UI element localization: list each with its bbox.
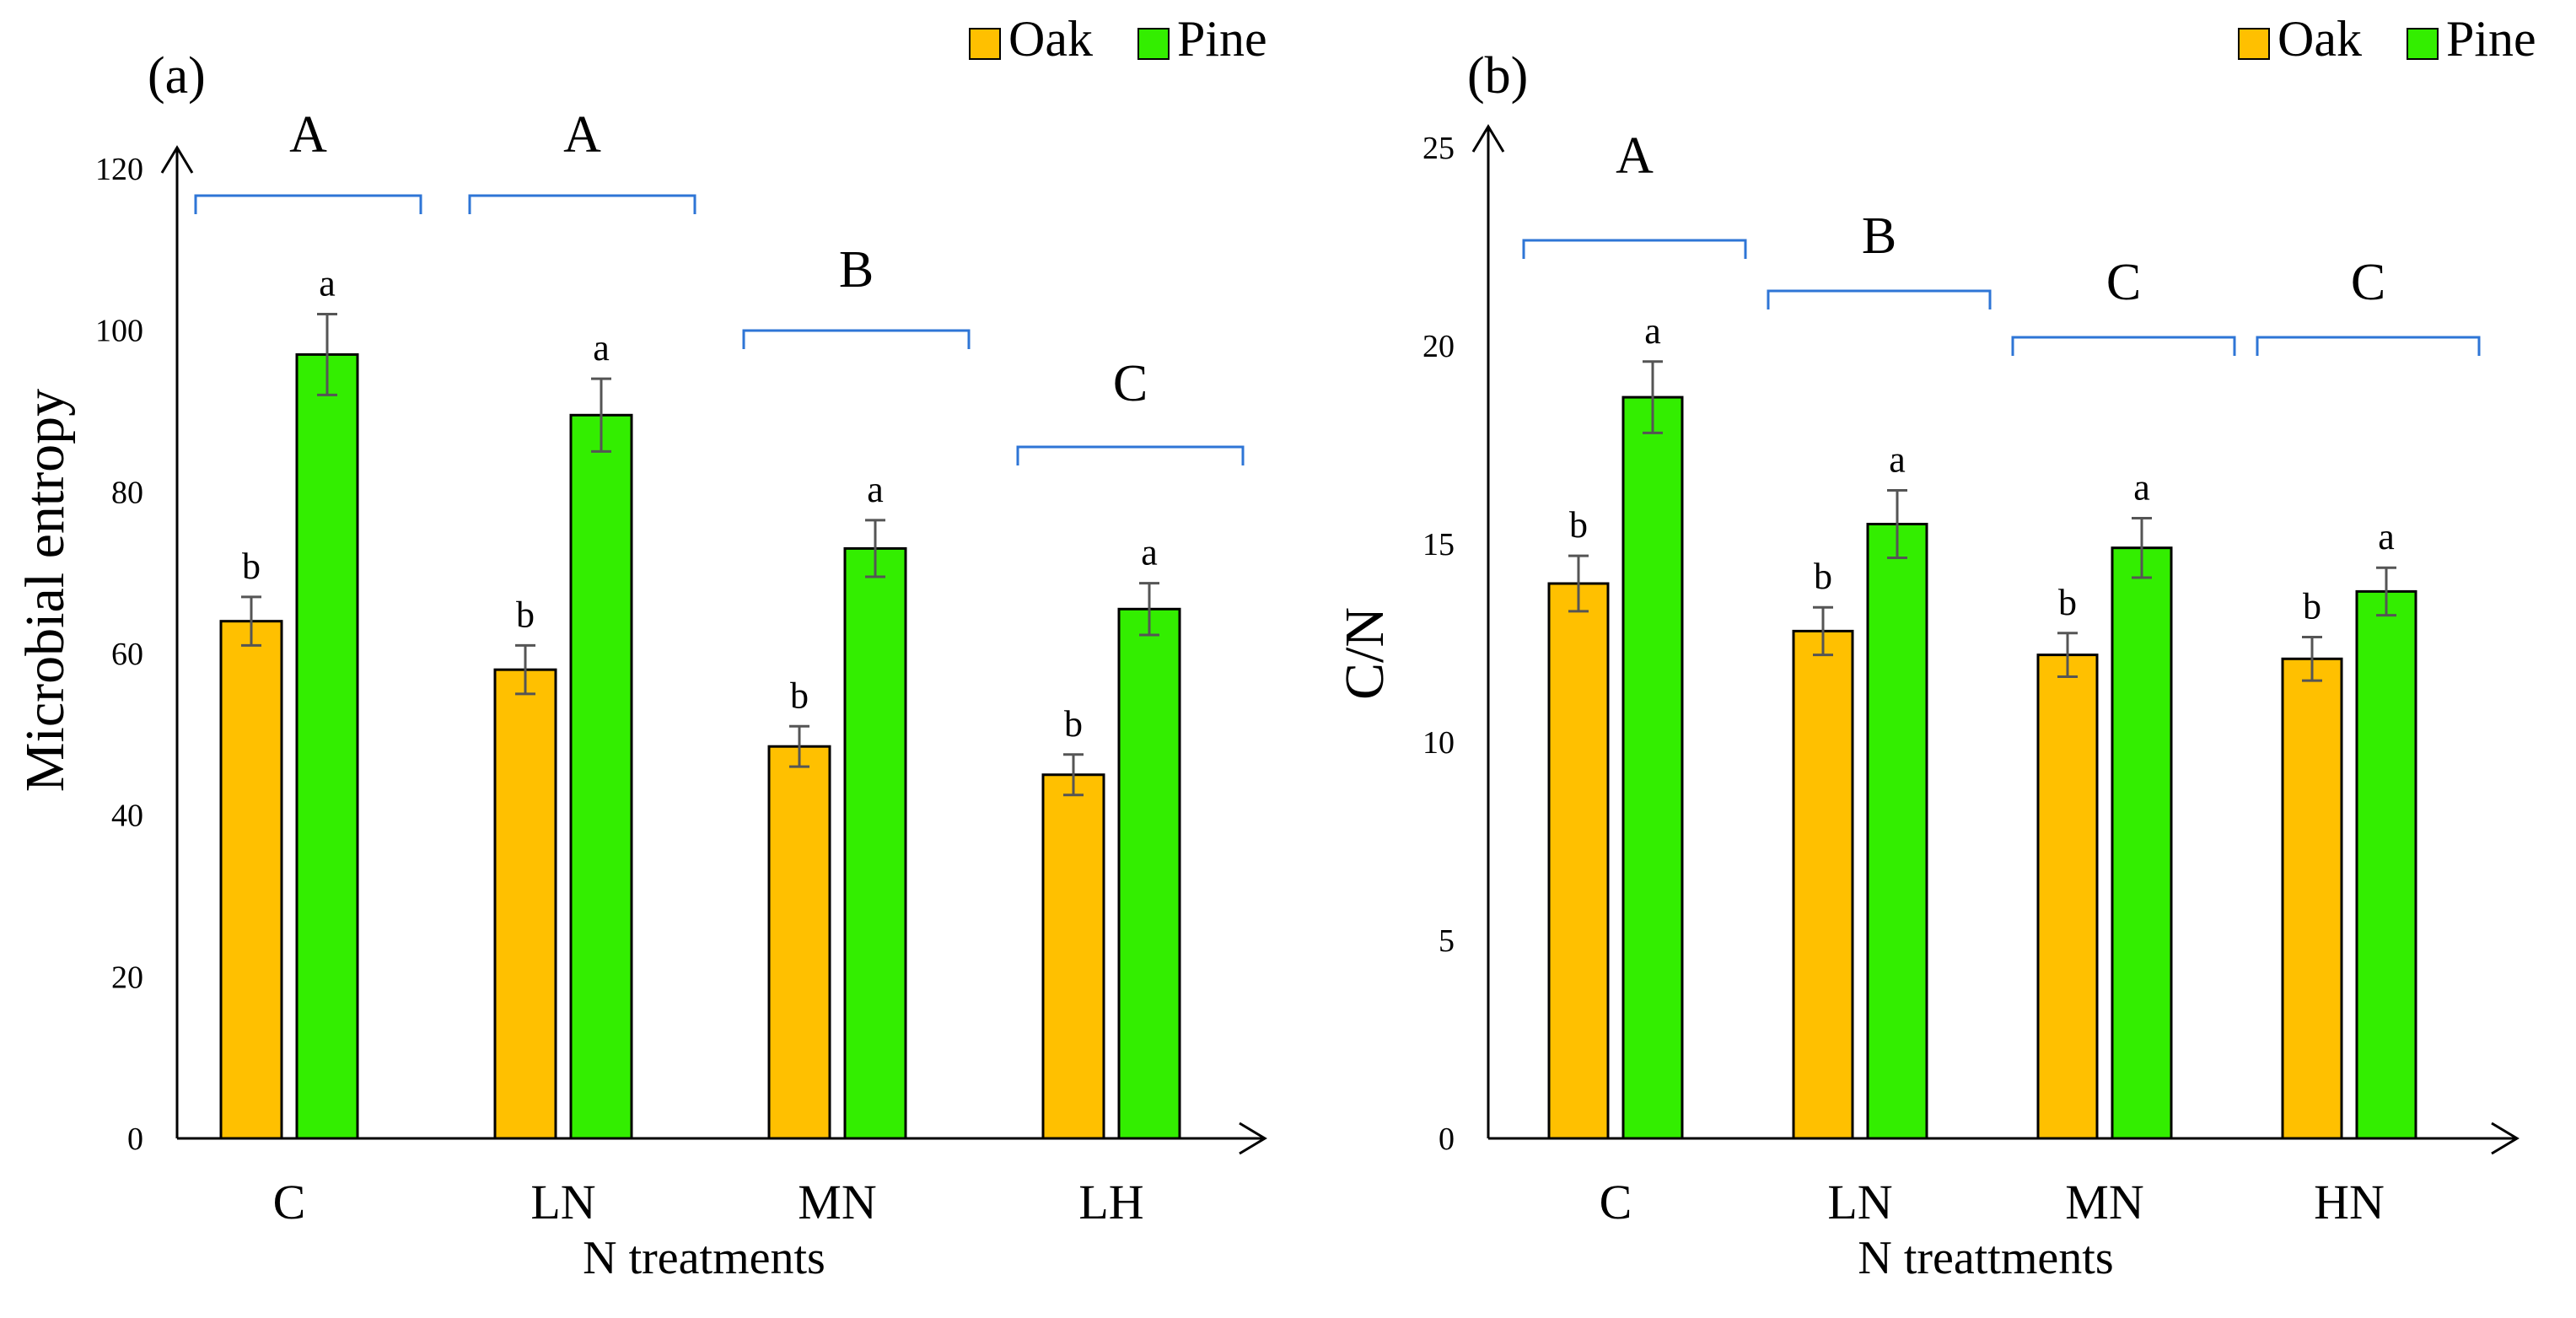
panel2-bar-oak-hn <box>2281 657 2343 1140</box>
panel1-x-axis-label: N treatments <box>583 1232 826 1284</box>
panel1-y-tick-label: 0 <box>127 1122 143 1157</box>
panel2-significance-letter: b <box>2058 582 2077 623</box>
panel2-significance-letter: b <box>1814 556 1832 597</box>
panel2-significance-letter: a <box>1889 439 1906 481</box>
panel2-y-tick-label: 25 <box>1422 131 1455 166</box>
panel2-y-tick-label: 15 <box>1422 527 1455 562</box>
panel2-x-axis-label: N treattments <box>1858 1232 2113 1284</box>
panel1-x-tick-label: LN <box>530 1175 595 1229</box>
panel2-legend-swatch-pine <box>2407 28 2439 60</box>
panel1-bar-pine-mn <box>843 546 907 1140</box>
panel1-significance-letter: b <box>516 594 535 635</box>
panel1-legend-label-oak: Oak <box>1008 11 1093 67</box>
panel2-group-letter: A <box>1616 127 1654 185</box>
panel1-bar-oak-lh <box>1041 773 1105 1140</box>
panel2-group-bracket <box>1767 289 1992 309</box>
panel1-x-tick-label: C <box>273 1175 306 1229</box>
panel1-bar-pine-c <box>295 352 359 1140</box>
panel1-y-tick-label: 80 <box>111 475 143 510</box>
panel1-y-tick-label: 40 <box>111 799 143 834</box>
panel1-group-bracket <box>742 329 971 349</box>
panel2-bar-oak-mn <box>2036 654 2099 1140</box>
panel1-group-bracket <box>468 194 696 214</box>
panel1-group-letter: C <box>1113 355 1148 412</box>
panel2-group-bracket <box>1522 239 1747 259</box>
panel2-group-letter: C <box>2106 254 2141 311</box>
panel2-bar-pine-mn <box>2111 546 2173 1140</box>
panel1-significance-letter: a <box>319 263 336 304</box>
panel1-group-bracket <box>194 194 422 214</box>
panel1-significance-letter: a <box>1141 532 1158 573</box>
panel2-y-tick-label: 20 <box>1422 329 1455 364</box>
panel1-bar-pine-lh <box>1117 607 1181 1140</box>
panel2-significance-letter: a <box>2378 516 2395 557</box>
panel2-y-axis-label: C/N <box>1334 607 1396 700</box>
panel2-significance-letter: b <box>2303 585 2321 627</box>
panel2-group-bracket <box>2256 336 2481 356</box>
panel1-significance-letter: a <box>867 469 884 510</box>
panel1-x-axis-arrow <box>1239 1122 1267 1155</box>
panel1-x-tick-label: MN <box>798 1175 876 1229</box>
panel1-bar-oak-ln <box>493 668 557 1140</box>
panel2-bar-pine-c <box>1621 395 1684 1140</box>
panel2-x-tick-label: C <box>1600 1175 1632 1229</box>
panel2-legend-label-oak: Oak <box>2278 11 2362 67</box>
panel2-significance-letter: b <box>1569 504 1588 546</box>
panel1-legend-label-pine: Pine <box>1177 11 1267 67</box>
panel1-panel-label: (a) <box>148 47 206 105</box>
panel2-x-tick-label: HN <box>2314 1175 2385 1229</box>
panel1-y-tick-label: 100 <box>95 314 143 349</box>
panel2-y-axis-arrow <box>1471 124 1505 153</box>
panel1-group-letter: A <box>289 106 327 164</box>
panel1-significance-letter: b <box>790 675 809 716</box>
panel2-legend-swatch-oak <box>2238 28 2270 60</box>
panel1-x-tick-label: LH <box>1078 1175 1143 1229</box>
panel1-y-tick-label: 20 <box>111 960 143 995</box>
panel2-significance-letter: a <box>1644 310 1661 352</box>
panel1-y-tick-label: 120 <box>95 152 143 187</box>
panel2-x-axis-arrow <box>2491 1122 2520 1155</box>
panel1-group-bracket <box>1016 445 1245 465</box>
panel1-legend-swatch-oak <box>969 28 1001 60</box>
panel2-bar-pine-ln <box>1866 523 1928 1140</box>
panel2-x-tick-label: LN <box>1827 1175 1892 1229</box>
panel2-group-letter: B <box>1862 207 1896 265</box>
panel2-panel-label: (b) <box>1467 47 1528 105</box>
panel1-legend-swatch-pine <box>1137 28 1170 60</box>
panel2-group-letter: C <box>2351 254 2385 311</box>
panel2-bar-pine-hn <box>2355 589 2417 1140</box>
panel1-bar-pine-ln <box>569 413 633 1140</box>
panel2-bar-oak-c <box>1547 582 1610 1140</box>
panel1-significance-letter: b <box>242 546 261 587</box>
panel2-significance-letter: a <box>2133 466 2150 508</box>
panel2-y-tick-label: 10 <box>1422 725 1455 761</box>
panel1-group-letter: A <box>563 106 601 164</box>
panel1-y-tick-label: 60 <box>111 637 143 672</box>
panel1-significance-letter: b <box>1064 703 1083 745</box>
panel2-x-tick-label: MN <box>2065 1175 2143 1229</box>
panel2-y-tick-label: 5 <box>1439 923 1455 959</box>
panel1-y-axis-arrow <box>160 145 194 174</box>
panel2-group-bracket <box>2011 336 2236 356</box>
panel2-y-tick-label: 0 <box>1439 1122 1455 1157</box>
panel2-legend-label-pine: Pine <box>2446 11 2536 67</box>
panel1-significance-letter: a <box>593 327 610 369</box>
panel2-bar-oak-ln <box>1792 629 1854 1140</box>
panel1-bar-oak-mn <box>767 745 831 1140</box>
panel1-y-axis-label: Microbial entropy <box>14 389 76 792</box>
panel1-group-letter: B <box>839 241 874 299</box>
panel1-bar-oak-c <box>219 620 283 1140</box>
